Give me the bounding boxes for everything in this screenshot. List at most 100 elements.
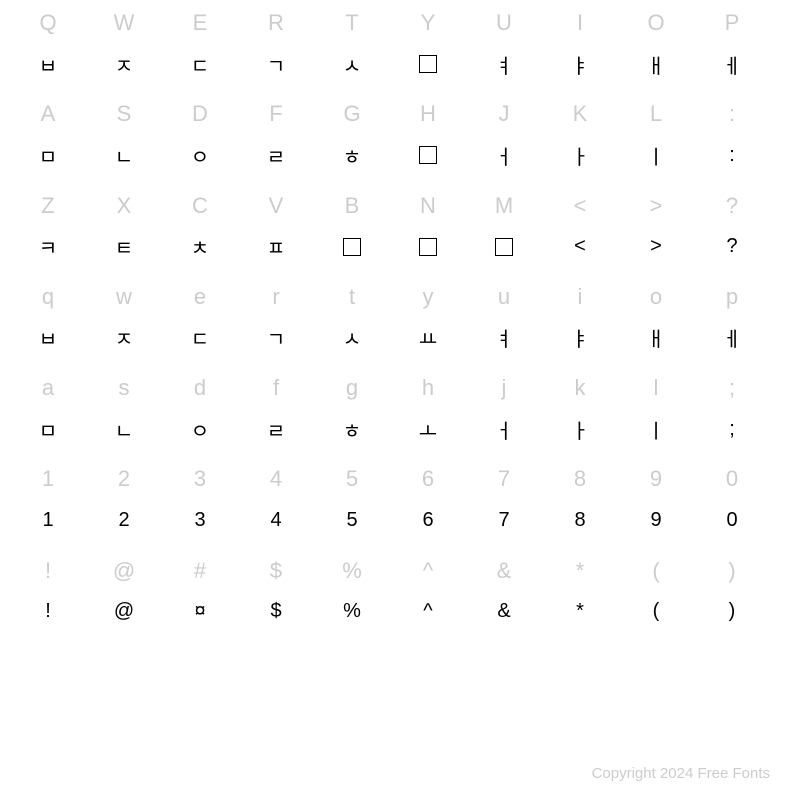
glyph: ㄷ <box>191 324 209 352</box>
charmap-cell: << <box>542 193 618 284</box>
key-label: # <box>194 558 206 584</box>
glyph: ㅈ <box>115 50 133 78</box>
glyph: ㅓ <box>495 415 513 443</box>
charmap-cell <box>314 649 390 740</box>
key-label: 4 <box>270 466 282 492</box>
key-label: I <box>577 10 583 36</box>
key-label: l <box>654 375 659 401</box>
charmap-cell: iㅑ <box>542 284 618 375</box>
charmap-cell <box>618 649 694 740</box>
glyph: 3 <box>194 506 205 534</box>
charmap-cell <box>162 649 238 740</box>
charmap-cell: lㅣ <box>618 375 694 466</box>
glyph <box>343 233 361 261</box>
charmap-cell: 55 <box>314 466 390 557</box>
key-label: a <box>42 375 54 401</box>
missing-glyph-box <box>419 238 437 256</box>
glyph: ㅣ <box>647 415 665 443</box>
charmap-cell: oㅐ <box>618 284 694 375</box>
charmap-cell: gㅎ <box>314 375 390 466</box>
key-label: w <box>116 284 132 310</box>
key-label: X <box>117 193 132 219</box>
charmap-cell: dㅇ <box>162 375 238 466</box>
key-label: h <box>422 375 434 401</box>
charmap-cell: Rㄱ <box>238 10 314 101</box>
key-label: * <box>576 558 585 584</box>
key-label: ? <box>726 193 738 219</box>
charmap-cell: :: <box>694 101 770 192</box>
key-label: i <box>578 284 583 310</box>
copyright-text: Copyright 2024 Free Fonts <box>592 765 770 782</box>
glyph: 1 <box>42 506 53 534</box>
key-label: : <box>729 101 735 127</box>
glyph: ㅁ <box>39 415 57 443</box>
glyph: ㅓ <box>495 141 513 169</box>
glyph: % <box>343 598 361 626</box>
key-label: e <box>194 284 206 310</box>
charmap-cell: ;; <box>694 375 770 466</box>
glyph: ㅣ <box>647 141 665 169</box>
key-label: B <box>345 193 360 219</box>
key-label: R <box>268 10 284 36</box>
glyph: ㄷ <box>191 50 209 78</box>
charmap-cell <box>10 649 86 740</box>
glyph: ㅎ <box>343 415 361 443</box>
glyph: 9 <box>650 506 661 534</box>
key-label: E <box>193 10 208 36</box>
charmap-cell: 22 <box>86 466 162 557</box>
key-label: A <box>41 101 56 127</box>
key-label: ! <box>45 558 51 584</box>
key-label: N <box>420 193 436 219</box>
charmap-cell: M <box>466 193 542 284</box>
glyph: 6 <box>422 506 433 534</box>
glyph: 8 <box>574 506 585 534</box>
charmap-cell: tㅅ <box>314 284 390 375</box>
charmap-cell: !! <box>10 558 86 649</box>
charmap-cell: Sㄴ <box>86 101 162 192</box>
key-label: $ <box>270 558 282 584</box>
charmap-cell: Wㅈ <box>86 10 162 101</box>
key-label: H <box>420 101 436 127</box>
glyph: ¤ <box>194 598 205 626</box>
key-label: U <box>496 10 512 36</box>
charmap-cell: Y <box>390 10 466 101</box>
key-label: V <box>269 193 284 219</box>
glyph: 7 <box>498 506 509 534</box>
charmap-cell: H <box>390 101 466 192</box>
glyph <box>495 233 513 261</box>
glyph: 4 <box>270 506 281 534</box>
glyph <box>419 50 437 78</box>
key-label: 8 <box>574 466 586 492</box>
glyph: ㅇ <box>191 141 209 169</box>
glyph: ㅑ <box>571 324 589 352</box>
glyph: @ <box>114 598 134 626</box>
key-label: q <box>42 284 54 310</box>
glyph: ㅂ <box>39 324 57 352</box>
glyph: ㅔ <box>723 50 741 78</box>
key-label: d <box>194 375 206 401</box>
glyph: ㅐ <box>647 324 665 352</box>
key-label: L <box>650 101 662 127</box>
charmap-cell: Zㅋ <box>10 193 86 284</box>
charmap-cell <box>466 649 542 740</box>
glyph: & <box>497 598 510 626</box>
key-label: T <box>345 10 358 36</box>
key-label: ) <box>728 558 735 584</box>
key-label: g <box>346 375 358 401</box>
charmap-cell: Uㅕ <box>466 10 542 101</box>
glyph: ㅛ <box>419 324 437 352</box>
charmap-cell: Eㄷ <box>162 10 238 101</box>
glyph <box>419 233 437 261</box>
glyph: ㅏ <box>571 141 589 169</box>
key-label: Z <box>41 193 54 219</box>
glyph: ㄴ <box>115 415 133 443</box>
charmap-cell: Cㅊ <box>162 193 238 284</box>
key-label: r <box>272 284 279 310</box>
charmap-cell: rㄱ <box>238 284 314 375</box>
key-label: f <box>273 375 279 401</box>
charmap-cell: qㅂ <box>10 284 86 375</box>
charmap-grid: QㅂWㅈEㄷRㄱTㅅYUㅕIㅑOㅐPㅔAㅁSㄴDㅇFㄹGㅎHJㅓKㅏLㅣ::Zㅋ… <box>0 0 780 740</box>
charmap-cell: Dㅇ <box>162 101 238 192</box>
glyph: ㄱ <box>267 324 285 352</box>
key-label: M <box>495 193 513 219</box>
